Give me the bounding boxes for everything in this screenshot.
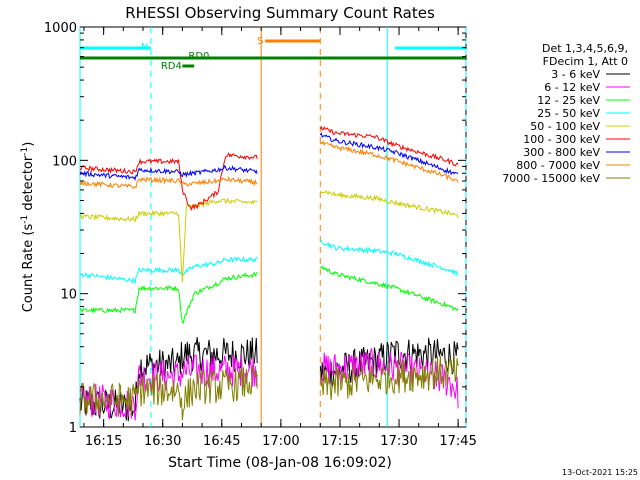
flag-label: RD0	[188, 51, 209, 62]
flag-label: RD4	[161, 61, 182, 72]
y-tick-label: 100	[52, 154, 77, 169]
plot-frame	[79, 26, 467, 428]
series-line-7	[79, 140, 459, 189]
legend-label: 6 - 12 keV	[544, 81, 600, 94]
chart-title: RHESSI Observing Summary Count Rates	[125, 4, 435, 22]
x-tick-label: 16:15	[85, 434, 122, 449]
series-line-6	[79, 132, 459, 182]
series-line-4	[79, 189, 459, 283]
footer-date: 13-Oct-2021 15:25	[562, 468, 638, 477]
legend-label: 3 - 6 keV	[551, 68, 600, 81]
x-tick-label: 17:30	[380, 434, 417, 449]
flag-label: N	[141, 42, 148, 53]
series-line-8	[79, 355, 459, 421]
x-tick-label: 17:00	[262, 434, 299, 449]
series-line-0	[79, 337, 459, 422]
series-line-5	[79, 125, 459, 212]
legend-label: 12 - 25 keV	[537, 94, 600, 107]
plot-area: N S RD0 RD4	[79, 26, 467, 428]
y-tick-label: 10	[60, 288, 77, 303]
legend-label: 50 - 100 keV	[530, 120, 600, 133]
legend-header: FDecim 1, Att 0	[543, 55, 628, 68]
y-axis-label: Count Rate (s-1 detector-1)	[20, 142, 36, 313]
legend-label: 300 - 800 keV	[523, 146, 600, 159]
y-tick-label: 1	[69, 421, 77, 436]
flag-label: S	[257, 36, 263, 47]
x-tick-label: 16:45	[203, 434, 240, 449]
series-line-2	[79, 265, 459, 324]
y-tick-label: 1000	[44, 21, 77, 36]
x-axis-label: Start Time (08-Jan-08 16:09:02)	[168, 455, 392, 471]
series-line-3	[79, 239, 459, 285]
legend-header: Det 1,3,4,5,6,9,	[542, 42, 628, 55]
x-tick-label: 17:45	[439, 434, 476, 449]
legend-label: 800 - 7000 keV	[516, 159, 600, 172]
x-tick-label: 16:30	[144, 434, 181, 449]
legend: Det 1,3,4,5,6,9,FDecim 1, Att 03 - 6 keV…	[502, 42, 630, 185]
x-tick-label: 17:15	[321, 434, 358, 449]
legend-label: 100 - 300 keV	[523, 133, 600, 146]
legend-label: 7000 - 15000 keV	[502, 172, 600, 185]
legend-label: 25 - 50 keV	[537, 107, 600, 120]
